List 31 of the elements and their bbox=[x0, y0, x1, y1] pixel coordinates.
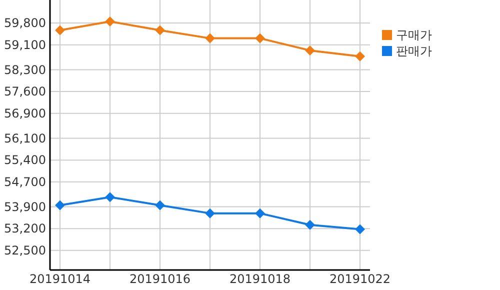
y-tick-label: 57,600 bbox=[4, 84, 46, 99]
y-tick-label: 52,500 bbox=[4, 243, 46, 258]
point bbox=[105, 16, 115, 26]
legend-label: 판매가 bbox=[396, 44, 432, 58]
y-tick-label: 56,100 bbox=[4, 131, 46, 146]
y-tick-label: 53,200 bbox=[4, 222, 46, 236]
point bbox=[205, 208, 215, 218]
point bbox=[105, 192, 115, 202]
x-tick-label: 20191022 bbox=[329, 272, 391, 286]
point bbox=[305, 220, 315, 230]
y-tick-label: 59,100 bbox=[4, 38, 46, 52]
point bbox=[355, 51, 365, 62]
x-tick-label: 20191018 bbox=[229, 272, 291, 286]
x-tick-label: 20191016 bbox=[129, 272, 191, 286]
point bbox=[155, 25, 165, 36]
point bbox=[155, 200, 165, 210]
point bbox=[205, 33, 215, 44]
y-tick-label: 59,800 bbox=[4, 16, 46, 30]
y-tick-label: 55,400 bbox=[4, 153, 46, 168]
y-tick-label: 58,300 bbox=[4, 62, 46, 77]
y-tick-label: 54,700 bbox=[4, 174, 46, 189]
x-tick-label: 20191014 bbox=[29, 272, 91, 286]
point bbox=[55, 25, 65, 36]
y-tick-label: 53,900 bbox=[4, 200, 46, 214]
legend-label: 구매가 bbox=[396, 28, 432, 42]
point bbox=[305, 45, 315, 56]
point bbox=[255, 33, 265, 44]
y-tick-label: 56,900 bbox=[4, 106, 46, 120]
point bbox=[355, 224, 365, 234]
point bbox=[55, 200, 65, 210]
point bbox=[255, 208, 265, 218]
